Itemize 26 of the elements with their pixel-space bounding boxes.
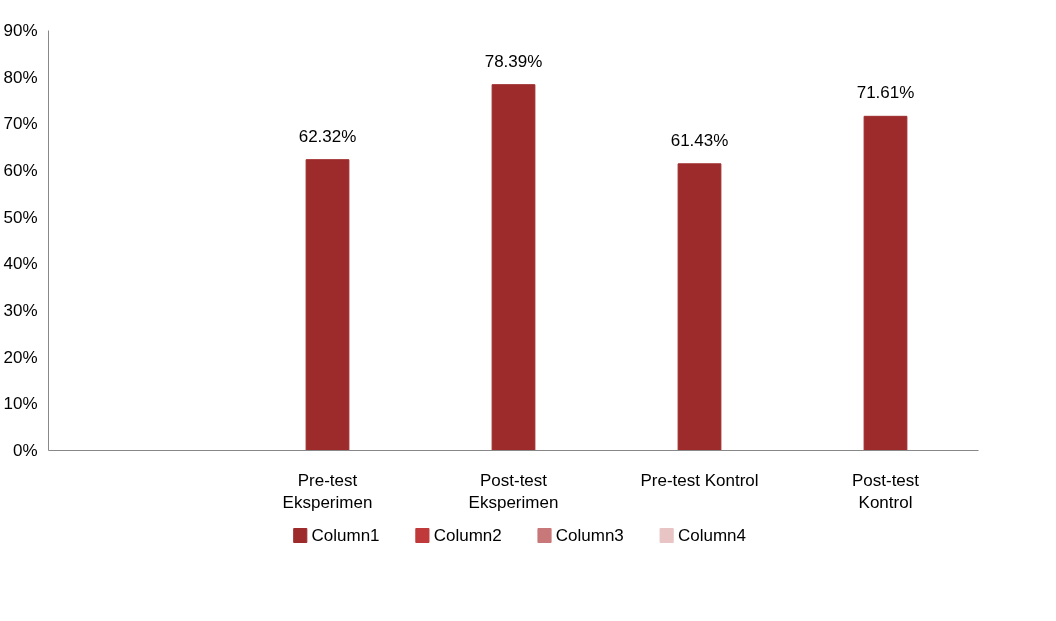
bar xyxy=(863,115,908,451)
legend-label: Column1 xyxy=(311,526,380,545)
y-tick-label: 90% xyxy=(3,21,38,40)
y-tick-label: 20% xyxy=(3,347,38,367)
legend-label: Column2 xyxy=(433,526,502,545)
data-label: 61.43% xyxy=(670,130,729,150)
y-tick-label: 30% xyxy=(3,301,38,320)
y-tick-label: 60% xyxy=(3,161,38,180)
bar xyxy=(491,84,536,451)
y-tick-label: 80% xyxy=(3,67,38,87)
data-label: 71.61% xyxy=(856,83,915,103)
x-tick-label: Pre-test Eksperimen xyxy=(282,470,373,513)
x-tick-label: Post-test Kontrol xyxy=(851,470,920,513)
y-tick-label: 10% xyxy=(3,394,38,414)
x-tick-label: Pre-test Kontrol xyxy=(640,470,759,490)
data-label: 62.32% xyxy=(298,126,357,146)
bar xyxy=(677,163,722,451)
y-tick-label: 0% xyxy=(12,441,38,460)
y-tick-label: 40% xyxy=(3,254,38,274)
bar xyxy=(305,159,350,451)
x-tick-label: Post-test Eksperimen xyxy=(468,470,559,513)
data-label: 78.39% xyxy=(484,51,543,71)
y-tick-label: 70% xyxy=(3,114,38,134)
legend-label: Column4 xyxy=(677,526,746,545)
y-tick-label: 50% xyxy=(3,207,38,227)
legend-label: Column3 xyxy=(555,526,624,545)
